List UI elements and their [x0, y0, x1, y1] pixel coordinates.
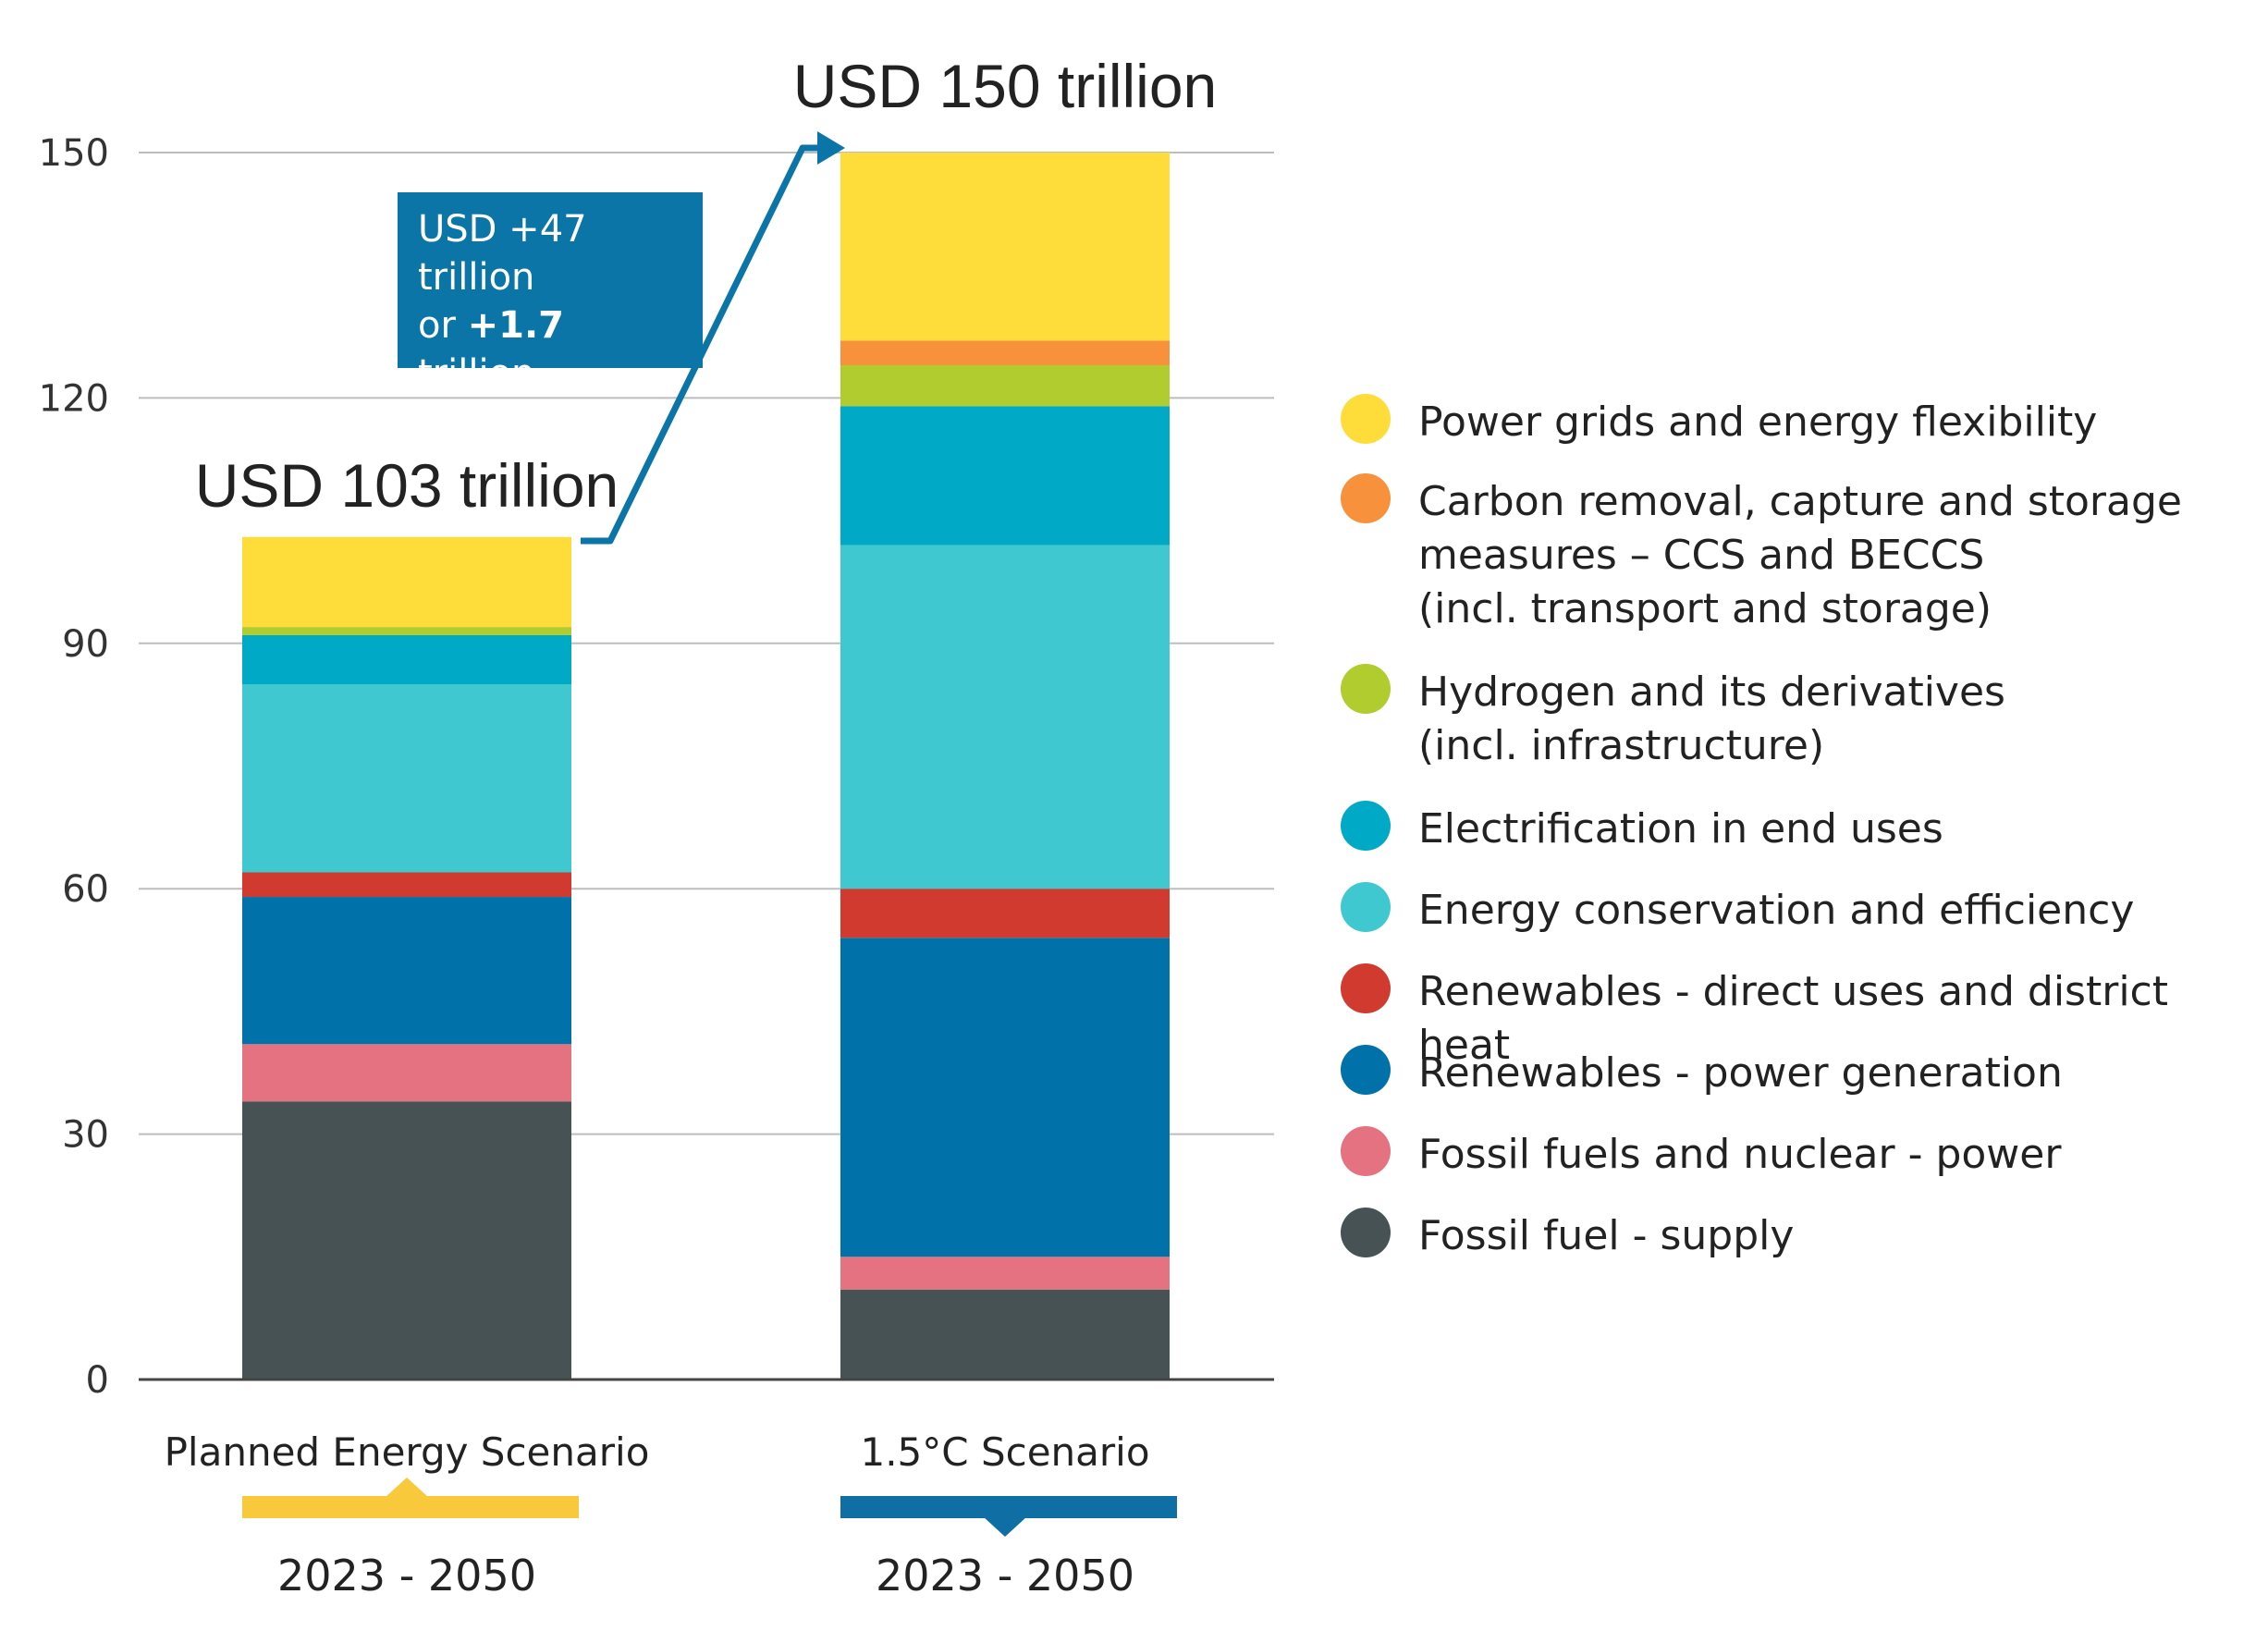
y-tick-label: 90: [62, 623, 109, 666]
bar-segment-0-8: [242, 536, 571, 628]
callout-line-2-value: +1.7: [467, 304, 565, 347]
legend-label: Power grids and energy flexibility: [1418, 399, 2098, 446]
legend-swatch-icon: [1341, 1126, 1391, 1176]
y-tick-label: 150: [39, 132, 109, 175]
increase-callout: USD +47 trillion or +1.7 trillion per ye…: [398, 192, 703, 443]
category-marker-1-5c: [840, 1496, 1177, 1537]
stacked-bar-chart: 0 30 60 90 120 150 USD 103 trillion USD 150 t…: [39, 52, 1274, 1600]
bar-segment-1-5: [840, 406, 1170, 546]
total-label-1-5c: USD 150 trillion: [793, 52, 1218, 120]
period-label-planned: 2023 - 2050: [277, 1551, 536, 1600]
legend-swatch-icon: [1341, 1045, 1391, 1095]
bar-segment-0-5: [242, 634, 571, 685]
legend-item: Fossil fuels and nuclear - power: [1341, 1126, 2062, 1182]
bar-segment-1-3: [840, 889, 1170, 938]
y-tick-label: 60: [62, 868, 109, 911]
legend-label: Carbon removal, capture and storage meas…: [1418, 478, 2182, 632]
legend-item: Power grids and energy flexibility: [1341, 394, 2098, 449]
y-tick-label: 0: [86, 1359, 109, 1402]
legend-label: Fossil fuel - supply: [1418, 1212, 1795, 1259]
bar-segment-0-0: [242, 1101, 571, 1380]
legend-item: Carbon removal, capture and storage meas…: [1341, 473, 2182, 636]
legend-swatch-icon: [1341, 473, 1391, 523]
bar-segment-1-2: [840, 938, 1170, 1257]
category-marker-notch: [983, 1516, 1027, 1537]
callout-line-2-suffix: trillion: [418, 352, 535, 395]
bar-segment-1-6: [840, 365, 1170, 407]
legend-swatch-icon: [1341, 394, 1391, 444]
category-marker-bar: [242, 1496, 579, 1518]
legend-item: Fossil fuel - supply: [1341, 1208, 1795, 1263]
bar-segment-1-1: [840, 1257, 1170, 1290]
bar-segment-0-6: [242, 627, 571, 635]
bar-segment-1-8: [840, 153, 1170, 341]
legend-swatch-icon: [1341, 801, 1391, 851]
bar-segment-0-1: [242, 1044, 571, 1102]
bar-segment-0-4: [242, 684, 571, 873]
bar-segment-1-0: [840, 1289, 1170, 1380]
callout-line-2-prefix: or: [418, 304, 468, 347]
legend-swatch-icon: [1341, 963, 1391, 1013]
bar-segment-0-3: [242, 872, 571, 898]
callout-arrowhead: [817, 131, 845, 165]
bar-segment-1-7: [840, 340, 1170, 366]
legend-label: Renewables - power generation: [1418, 1049, 2063, 1097]
category-marker-planned: [242, 1478, 579, 1518]
legend-item: Electrification in end uses: [1341, 801, 1943, 856]
legend-label: Fossil fuels and nuclear - power: [1418, 1131, 2062, 1178]
y-tick-label: 120: [39, 377, 109, 420]
callout-line-2: or +1.7 trillion: [418, 301, 682, 398]
legend-item: Hydrogen and its derivatives (incl. infr…: [1341, 664, 2005, 773]
legend-label: Energy conservation and efficiency: [1418, 887, 2135, 934]
callout-line-3: per year: [418, 400, 594, 443]
legend-swatch-icon: [1341, 1208, 1391, 1257]
legend-swatch-icon: [1341, 882, 1391, 932]
legend-label: Renewables - direct uses and district he…: [1418, 968, 2168, 1069]
legend-item: Renewables - power generation: [1341, 1045, 2063, 1100]
y-tick-label: 30: [62, 1114, 109, 1157]
category-label-planned: Planned Energy Scenario: [165, 1429, 650, 1475]
bar-segment-1-4: [840, 545, 1170, 889]
legend-label: Electrification in end uses: [1418, 805, 1943, 852]
period-label-1-5c: 2023 - 2050: [876, 1551, 1134, 1600]
bar-segment-0-2: [242, 897, 571, 1045]
category-label-1-5c: 1.5°C Scenario: [860, 1429, 1149, 1475]
legend-item: Renewables - direct uses and district he…: [1341, 963, 2256, 1073]
legend-label: Hydrogen and its derivatives (incl. infr…: [1418, 668, 2005, 769]
category-marker-bar: [840, 1496, 1177, 1518]
callout-arrow: [581, 144, 823, 545]
category-marker-notch: [385, 1478, 429, 1498]
callout-line-1: USD +47 trillion: [418, 208, 587, 299]
legend-item: Energy conservation and efficiency: [1341, 882, 2135, 938]
total-label-planned: USD 103 trillion: [195, 451, 619, 520]
legend-swatch-icon: [1341, 664, 1391, 714]
